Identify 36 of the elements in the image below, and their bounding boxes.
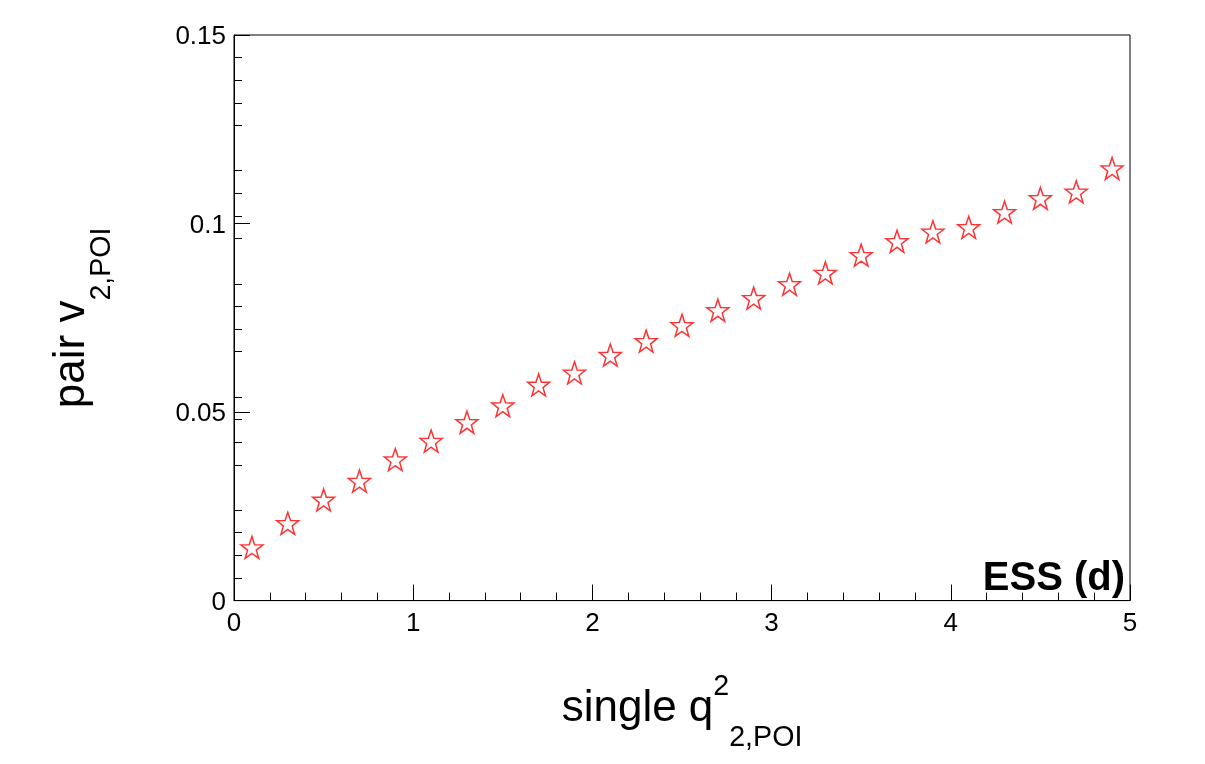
y-tick-label: 0.05: [175, 397, 226, 428]
point: [562, 361, 587, 385]
point: [419, 429, 443, 453]
point: [777, 272, 802, 296]
point: [1100, 156, 1124, 181]
point: [1064, 180, 1088, 204]
x-tick-label: 3: [764, 606, 779, 637]
point: [276, 511, 300, 536]
point: [634, 329, 658, 353]
point: [992, 200, 1017, 224]
point: [921, 220, 945, 244]
point: [240, 535, 264, 560]
point: [885, 229, 909, 254]
point: [383, 447, 408, 472]
point: [956, 215, 981, 240]
point: [455, 410, 479, 434]
y-tick-label: 0.15: [175, 20, 226, 50]
annotation: ESS (d): [982, 554, 1126, 598]
point: [598, 343, 623, 367]
point: [491, 393, 515, 418]
y-tick-label: 0.1: [189, 208, 226, 239]
point: [706, 298, 730, 323]
point: [849, 243, 873, 267]
point: [311, 488, 336, 512]
point: [526, 373, 551, 397]
point: [1028, 186, 1053, 211]
point: [741, 286, 766, 310]
x-tick-label: 5: [1122, 606, 1138, 637]
x-tick-label: 4: [943, 606, 959, 637]
x-tick-label: 1: [405, 606, 421, 637]
point: [347, 469, 372, 493]
y-axis-title: pair v2,POI: [44, 227, 116, 409]
x-tick-label: 2: [585, 606, 600, 637]
point: [813, 261, 838, 285]
point: [670, 313, 694, 338]
y-tick-label: 0: [211, 585, 226, 616]
